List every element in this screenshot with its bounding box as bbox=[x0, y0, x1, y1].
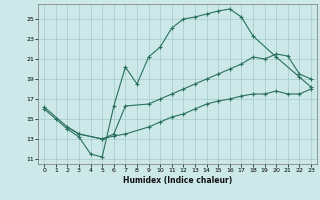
X-axis label: Humidex (Indice chaleur): Humidex (Indice chaleur) bbox=[123, 176, 232, 185]
